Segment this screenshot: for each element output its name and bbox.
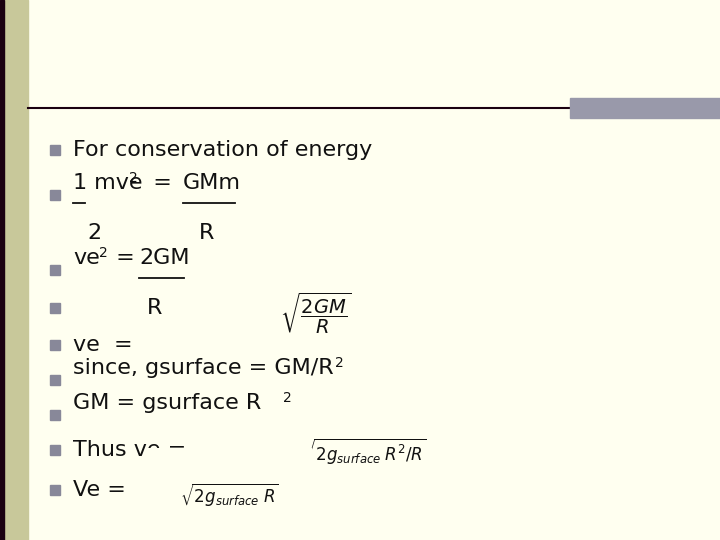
Bar (50, 265, 60, 275)
Text: R: R (199, 223, 215, 243)
Bar (50, 410, 60, 420)
Text: =: = (139, 173, 186, 193)
Text: 2: 2 (335, 356, 343, 370)
Bar (50, 485, 60, 495)
Text: GM = gsurface R: GM = gsurface R (73, 393, 261, 413)
Text: $\sqrt{2g_{surface}\;R}$: $\sqrt{2g_{surface}\;R}$ (180, 482, 279, 509)
Text: ve  =: ve = (73, 335, 132, 355)
Text: GMm: GMm (183, 173, 241, 193)
Text: 2: 2 (129, 171, 138, 185)
Text: since, gsurface = GM/R: since, gsurface = GM/R (73, 358, 333, 378)
Text: $\sqrt{\dfrac{2GM}{R}}$: $\sqrt{\dfrac{2GM}{R}}$ (280, 291, 352, 336)
Bar (0, 0, 28, 540)
Text: =: = (109, 248, 142, 268)
Bar (0, 0, 4, 540)
Bar (50, 190, 60, 200)
Text: R: R (147, 298, 163, 318)
Text: 2: 2 (87, 223, 101, 243)
Text: ve: ve (73, 248, 100, 268)
Text: 2: 2 (99, 246, 108, 260)
Text: Thus ve =: Thus ve = (73, 440, 194, 460)
Text: 2GM: 2GM (139, 248, 189, 268)
Text: Ve =: Ve = (73, 480, 133, 500)
Text: 1: 1 (73, 173, 87, 193)
Text: For conservation of energy: For conservation of energy (73, 140, 372, 160)
Bar (50, 375, 60, 385)
Text: 2: 2 (283, 391, 292, 405)
Bar (570, 98, 720, 118)
Text: mve: mve (87, 173, 143, 193)
Bar (50, 303, 60, 313)
Bar (50, 445, 60, 455)
Bar (50, 145, 60, 155)
Bar (50, 340, 60, 350)
Text: $\sqrt{2g_{surface}\;R^2/R}$: $\sqrt{2g_{surface}\;R^2/R}$ (300, 437, 426, 467)
